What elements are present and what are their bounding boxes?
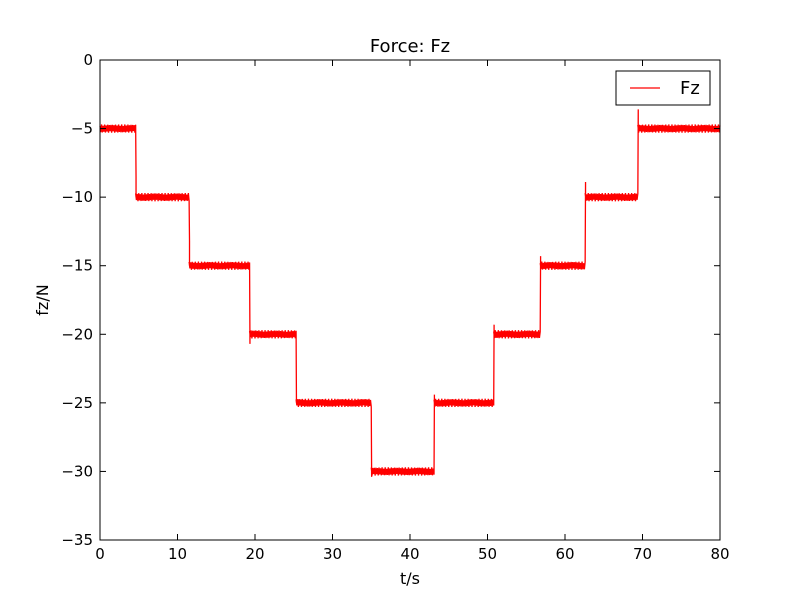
- x-tick-label: 70: [633, 545, 652, 563]
- x-tick-label: 80: [710, 545, 729, 563]
- x-tick-label: 50: [478, 545, 497, 563]
- y-tick-label: −30: [61, 462, 93, 480]
- y-tick-label: −15: [61, 257, 93, 275]
- legend: Fz: [615, 70, 711, 106]
- y-tick-label: −10: [61, 188, 93, 206]
- x-tick-label: 30: [323, 545, 342, 563]
- x-tick-label: 40: [400, 545, 419, 563]
- y-tick-label: −5: [71, 120, 93, 138]
- x-axis-label: t/s: [400, 569, 420, 588]
- x-tick-label: 20: [245, 545, 264, 563]
- chart-title: Force: Fz: [370, 36, 450, 57]
- x-axis: 0 10 20 30 40 50 60 70 80: [95, 60, 730, 563]
- y-tick-label: −25: [61, 394, 93, 412]
- plot-area: [99, 109, 721, 477]
- series-line-fz: [99, 109, 721, 477]
- y-tick-label: 0: [83, 51, 93, 69]
- y-tick-label: −35: [61, 531, 93, 549]
- y-axis-label: fz/N: [33, 284, 52, 315]
- x-tick-label: 60: [555, 545, 574, 563]
- y-tick-label: −20: [61, 325, 93, 343]
- x-tick-label: 10: [168, 545, 187, 563]
- x-tick-label: 0: [95, 545, 105, 563]
- legend-label-fz: Fz: [680, 78, 700, 99]
- y-axis: 0 −5 −10 −15 −20 −25 −30 −35: [61, 51, 720, 549]
